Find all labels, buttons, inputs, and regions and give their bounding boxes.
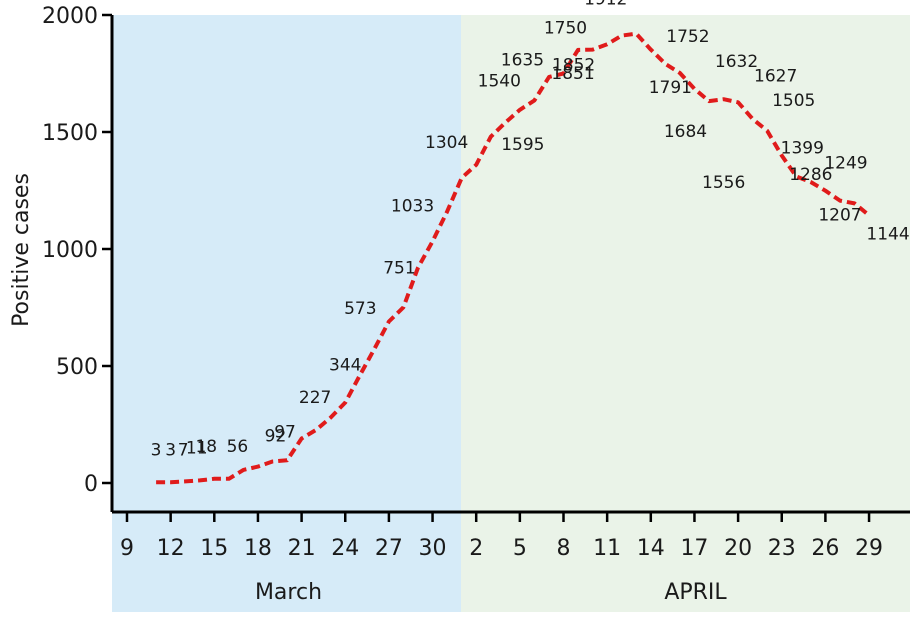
x-tick-label: 11 — [593, 536, 621, 561]
x-tick-label: 5 — [513, 536, 527, 561]
data-label: 3 — [151, 440, 162, 460]
data-label: 3 — [165, 440, 176, 460]
data-label: 1791 — [649, 78, 692, 98]
data-label: 1033 — [391, 196, 434, 216]
data-label: 97 — [274, 422, 296, 442]
data-label: 1912 — [584, 0, 627, 10]
x-tick-label: 14 — [637, 536, 665, 561]
data-label: 1595 — [501, 135, 544, 155]
y-axis-label: Positive cases — [9, 173, 34, 327]
data-label: 7 — [178, 440, 189, 460]
data-label: 1632 — [715, 52, 758, 72]
x-tick-label: 29 — [855, 536, 883, 561]
data-label: 1286 — [789, 165, 832, 185]
x-tick-label: 21 — [288, 536, 316, 561]
x-tick-label: 15 — [200, 536, 228, 561]
x-tick-label: 9 — [120, 536, 134, 561]
x-tick-label: 30 — [419, 536, 447, 561]
data-label: 92 — [265, 426, 287, 446]
data-label: 344 — [329, 356, 361, 376]
x-tick-label: 23 — [768, 536, 796, 561]
data-label: 56 — [227, 437, 249, 457]
data-label: 1505 — [772, 91, 815, 111]
data-label: 1207 — [818, 206, 861, 226]
data-label: 227 — [299, 388, 331, 408]
data-label: 1627 — [754, 66, 797, 86]
y-tick-label: 1000 — [42, 238, 98, 263]
x-tick-label: 12 — [157, 536, 185, 561]
y-tick-label: 500 — [56, 355, 98, 380]
x-tick-label: 2 — [469, 536, 483, 561]
data-label: 1684 — [664, 122, 707, 142]
cases-series-line — [156, 31, 871, 485]
axes-layer: 0 500 1000 1500 2000 9 12 15 18 21 24 27 30 2 5 8 11 14 17… — [42, 4, 910, 605]
data-label: 11 — [186, 438, 208, 458]
data-label: 1556 — [702, 173, 745, 193]
data-label: 573 — [344, 299, 376, 319]
x-tick-label: 24 — [331, 536, 359, 561]
data-label: 1752 — [666, 27, 709, 47]
x-tick-label: 27 — [375, 536, 403, 561]
data-label: 751 — [383, 258, 415, 278]
data-label: 1635 — [501, 50, 544, 70]
series-layer — [156, 31, 871, 485]
x-tick-label: 17 — [680, 536, 708, 561]
march-background — [112, 15, 461, 612]
month-label-march: March — [255, 580, 322, 605]
y-tick-label: 2000 — [42, 4, 98, 29]
data-label: 1399 — [781, 139, 824, 159]
month-label-april: APRIL — [664, 580, 727, 605]
data-label: 1750 — [544, 19, 587, 39]
data-label: 1144 — [866, 224, 909, 244]
x-tick-label: 20 — [724, 536, 752, 561]
data-label: 1540 — [478, 72, 521, 92]
y-tick-label: 1500 — [42, 121, 98, 146]
x-tick-label: 18 — [244, 536, 272, 561]
x-tick-label: 8 — [557, 536, 571, 561]
x-tick-label: 26 — [811, 536, 839, 561]
data-label: 1304 — [425, 133, 468, 153]
data-label: 1851 — [551, 64, 594, 84]
data-label: 1249 — [824, 154, 867, 174]
april-background — [461, 15, 910, 612]
data-label: 1852 — [552, 56, 595, 76]
y-tick-label: 0 — [84, 472, 98, 497]
data-label: 18 — [195, 437, 217, 457]
